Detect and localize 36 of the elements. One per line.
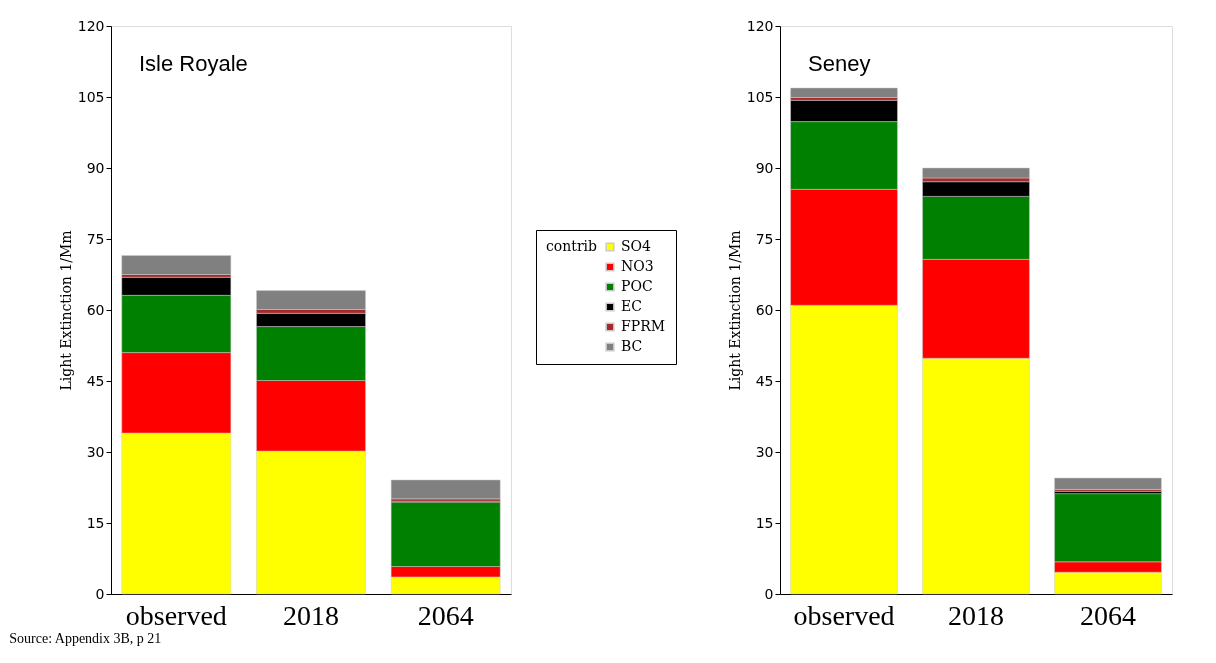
- legend-label: NO3: [621, 258, 654, 274]
- x-tick-label: observed: [793, 599, 895, 631]
- y-tick-label: 0: [95, 585, 105, 602]
- legend-label: POC: [621, 278, 653, 294]
- y-tick-label: 75: [86, 230, 105, 247]
- y-tick-label: 60: [86, 301, 105, 318]
- x-tick-label: 2018: [948, 599, 1004, 631]
- x-tick-label: 2018: [283, 599, 339, 631]
- y-tick-label: 60: [755, 301, 774, 318]
- y-tick-label: 105: [77, 88, 105, 105]
- legend-label: FPRM: [621, 318, 666, 334]
- x-tick-label: 2064: [1079, 599, 1136, 631]
- text: Seney: [808, 51, 871, 76]
- legend-label: BC: [621, 338, 643, 354]
- source-note: Source: Appendix 3B, p 21: [9, 631, 162, 646]
- y-axis-title: Light Extinction 1/Mm: [726, 230, 743, 391]
- y-tick-label: 90: [86, 159, 105, 176]
- y-tick-label: 0: [764, 585, 774, 602]
- y-tick-label: 120: [77, 17, 105, 34]
- legend-title: contrib: [546, 238, 598, 254]
- y-tick-label: 15: [755, 514, 774, 531]
- legend-label: EC: [621, 298, 642, 314]
- y-tick-label: 75: [755, 230, 774, 247]
- y-tick-label: 15: [86, 514, 105, 531]
- y-tick-label: 105: [746, 88, 774, 105]
- y-tick-label: 90: [755, 159, 774, 176]
- legend-label: SO4: [621, 238, 652, 254]
- x-tick-label: 2064: [417, 599, 474, 631]
- text: Isle Royale: [139, 51, 248, 76]
- y-tick-label: 30: [755, 443, 774, 460]
- y-tick-label: 120: [746, 17, 774, 34]
- y-tick-label: 45: [755, 372, 774, 389]
- y-tick-label: 45: [86, 372, 105, 389]
- x-tick-label: observed: [125, 599, 227, 631]
- y-axis-title: Light Extinction 1/Mm: [57, 230, 74, 391]
- y-tick-label: 30: [86, 443, 105, 460]
